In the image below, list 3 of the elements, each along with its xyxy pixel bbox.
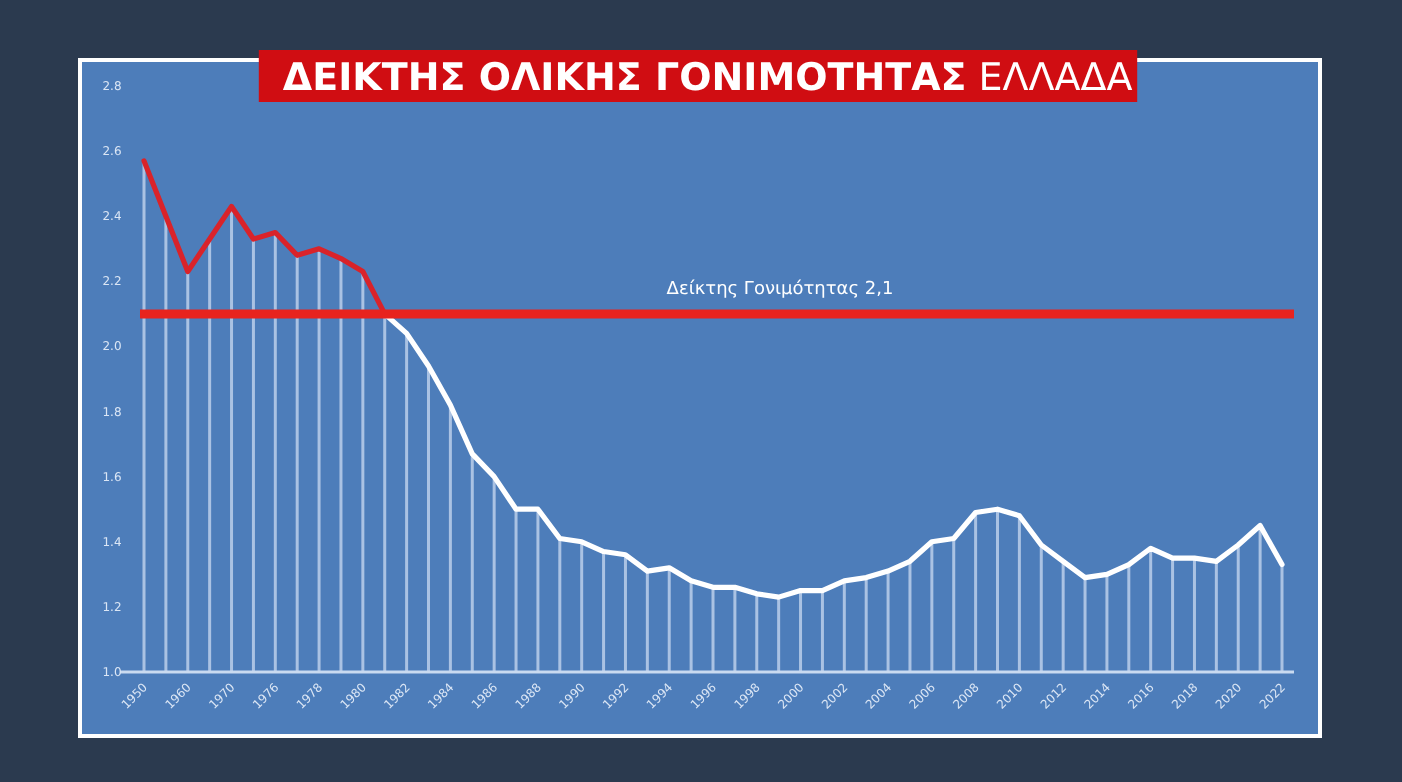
ref-line-label: Δείκτης Γονιμότητας 2,1 xyxy=(666,277,894,300)
chart-title: ΔΕΙΚΤΗΣ ΟΛΙΚΗΣ ΓΟΝΙΜΟΤΗΤΑΣ xyxy=(282,56,967,100)
chart-subtitle: ΕΛΛΑΔΑ xyxy=(966,56,1133,100)
